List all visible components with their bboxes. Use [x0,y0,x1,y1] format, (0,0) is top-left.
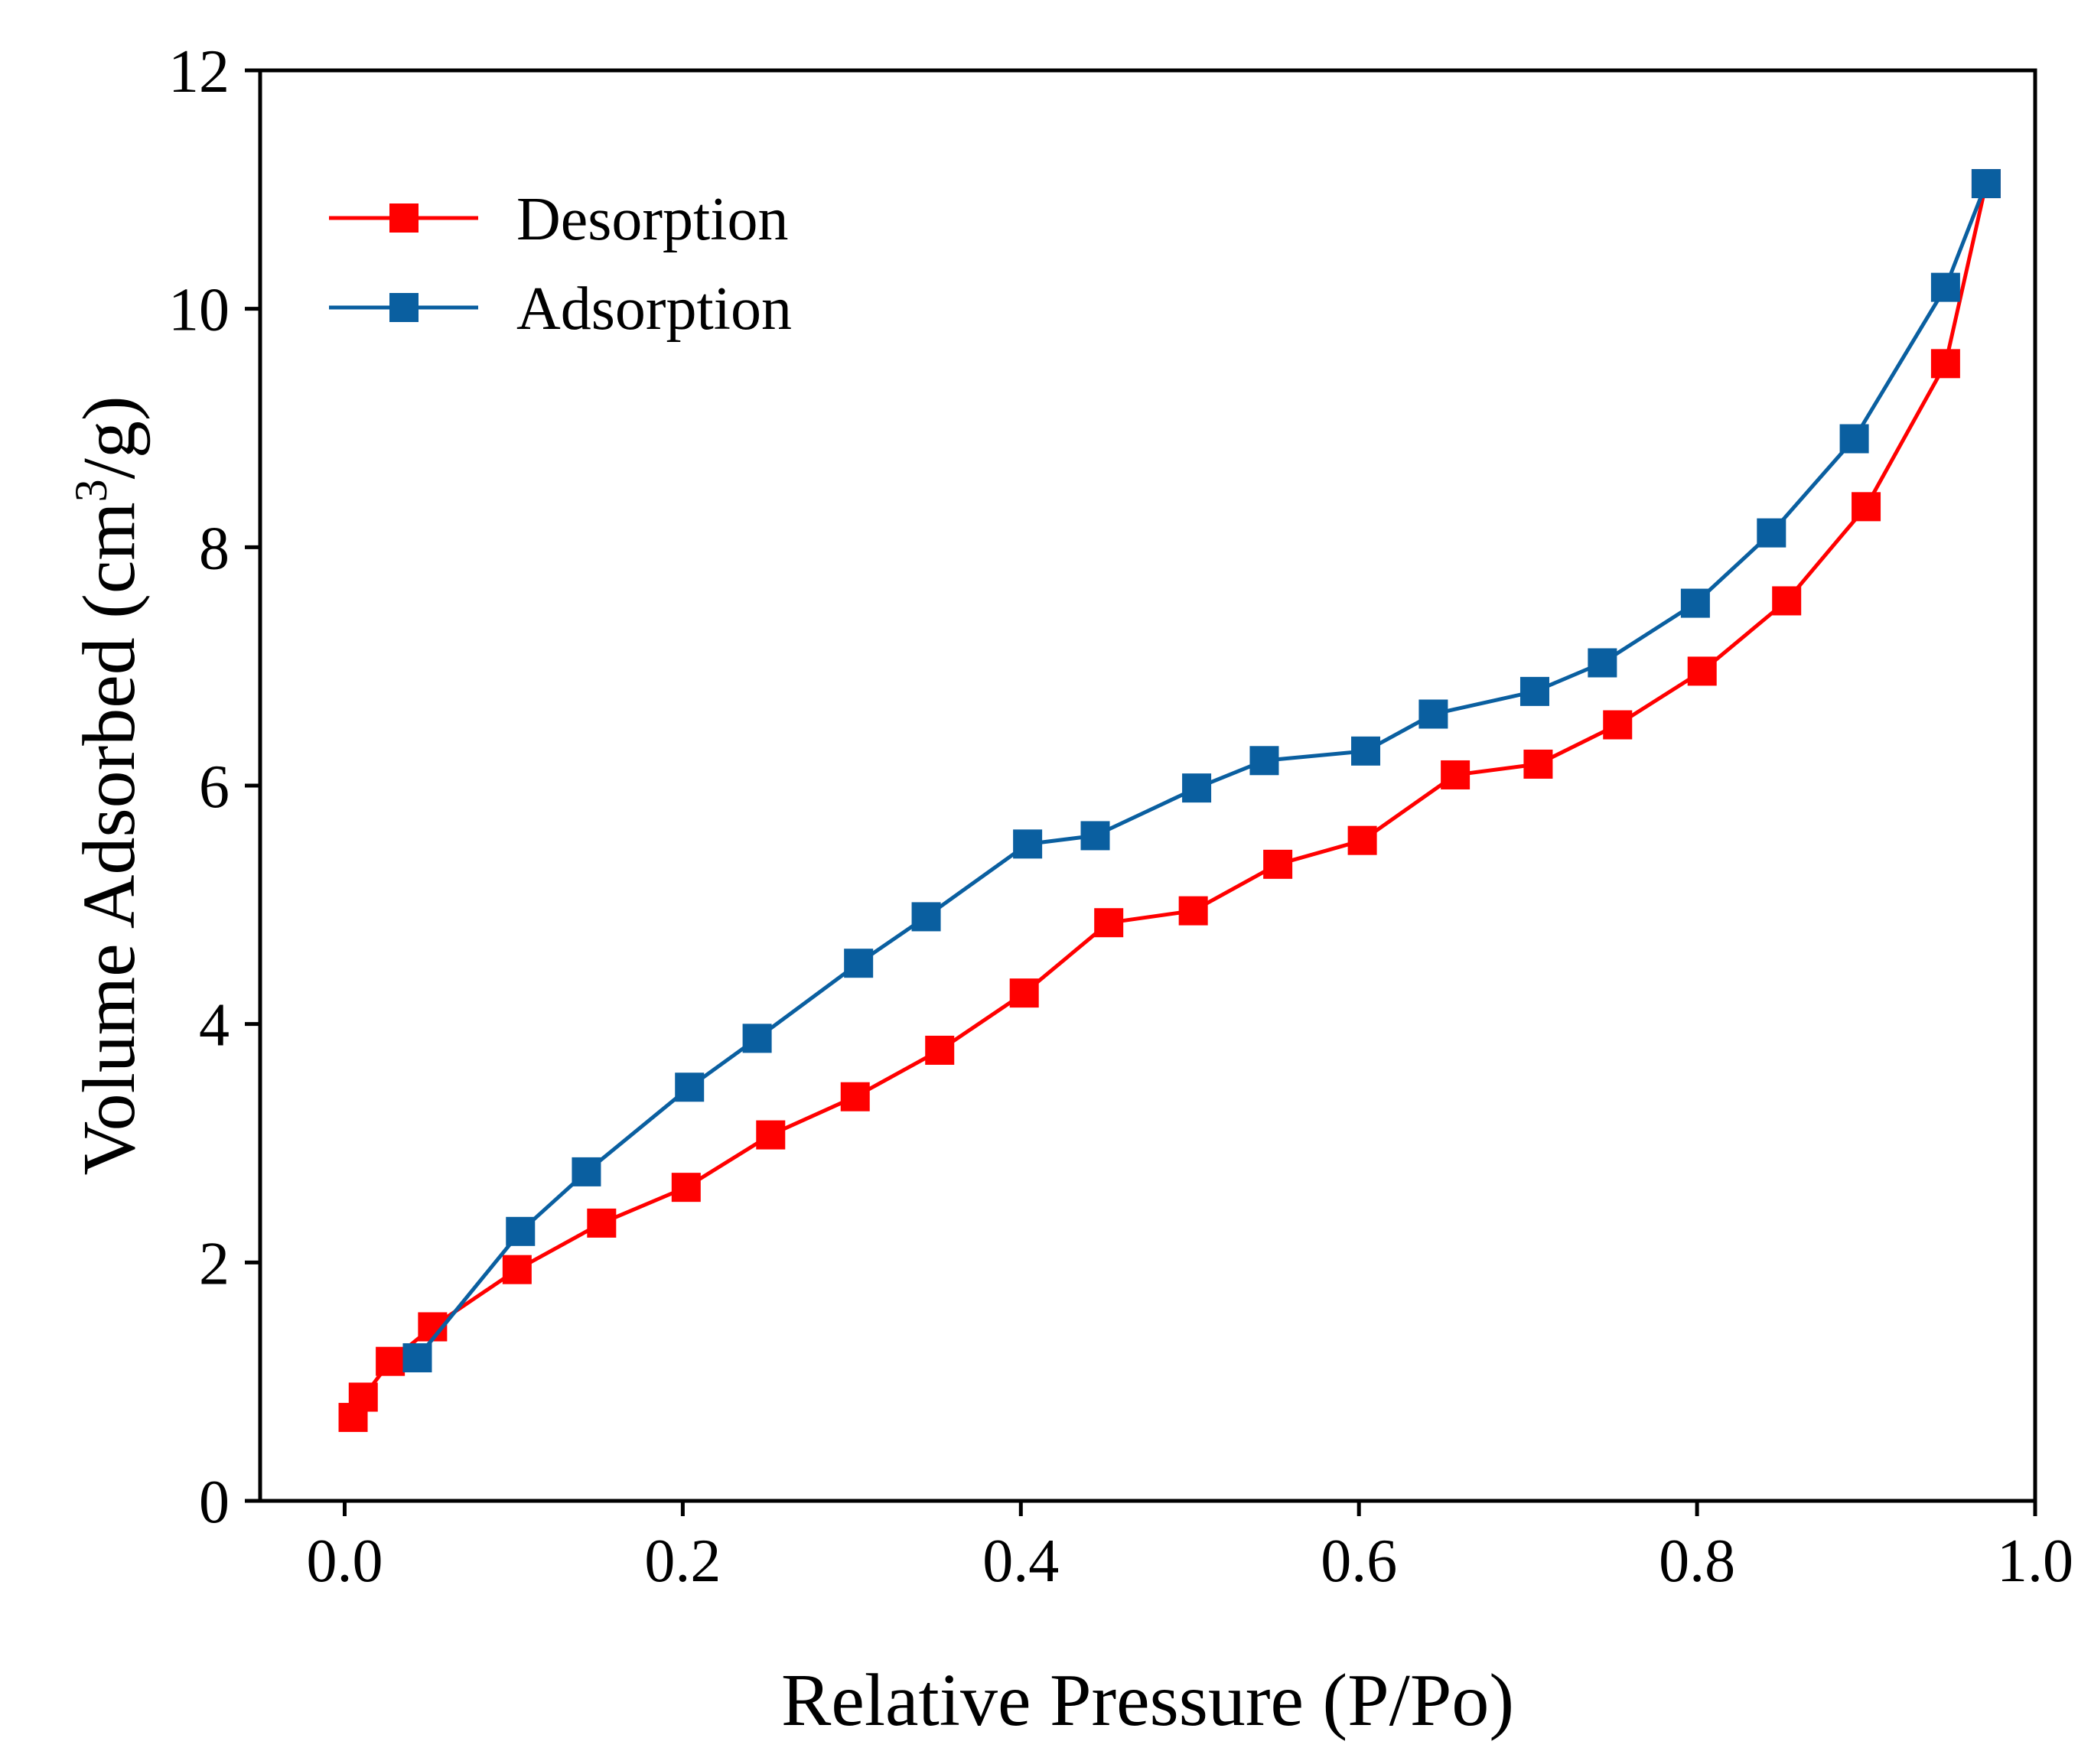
y-axis-label-main: Volume Adsorbed (cm [68,502,151,1175]
x-tick-label: 0.0 [306,1528,383,1595]
legend-label-desorption: Desorption [516,186,789,253]
data-point-adsorption [742,1024,772,1053]
data-point-desorption [1178,896,1208,926]
data-point-adsorption [675,1072,705,1102]
data-point-adsorption [1418,699,1448,729]
data-point-desorption [348,1382,378,1412]
data-point-adsorption [402,1343,432,1372]
data-point-adsorption [1839,424,1869,454]
data-point-desorption [1603,710,1633,740]
y-tick-label: 4 [199,992,230,1059]
legend-marker-adsorption [389,293,419,322]
data-point-desorption [925,1035,955,1065]
data-point-desorption [1347,825,1377,855]
x-tick-label: 0.4 [982,1528,1059,1595]
data-point-desorption [671,1173,701,1203]
data-point-desorption [1687,656,1717,686]
data-point-desorption [502,1255,532,1284]
x-tick-label: 0.6 [1321,1528,1397,1595]
data-point-adsorption [572,1157,601,1186]
y-axis-label-superscript: 3 [66,479,116,502]
data-point-desorption [1441,760,1471,789]
data-point-adsorption [506,1216,536,1246]
data-point-desorption [1930,349,1960,379]
data-point-desorption [1263,849,1293,879]
data-point-desorption [376,1346,405,1376]
data-point-adsorption [844,949,874,978]
data-point-desorption [1772,586,1802,616]
data-point-adsorption [1971,169,2001,199]
x-tick-label: 0.8 [1659,1528,1735,1595]
y-axis-label-tail: /g) [68,396,151,480]
data-point-adsorption [1249,746,1279,776]
x-tick-label: 0.2 [644,1528,721,1595]
y-tick-label: 12 [168,38,230,106]
data-point-desorption [840,1082,870,1111]
data-point-desorption [587,1208,617,1238]
data-point-adsorption [1182,773,1212,803]
data-point-desorption [1523,749,1553,779]
series-adsorption [402,169,2001,1372]
y-axis-label: Volume Adsorbed (cm3/g) [66,396,151,1176]
data-point-desorption [1009,978,1039,1008]
data-point-adsorption [1757,518,1786,548]
x-tick-label: 1.0 [1997,1528,2073,1595]
data-point-desorption [1094,908,1124,938]
y-tick-label: 8 [199,515,230,582]
data-point-desorption [756,1120,786,1150]
x-axis-label: Relative Pressure (P/Po) [781,1659,1514,1742]
data-point-adsorption [1080,821,1110,851]
y-tick-label: 0 [199,1469,230,1536]
data-point-adsorption [1588,648,1617,678]
data-point-adsorption [1519,676,1549,706]
legend: Desorption Adsorption [329,186,792,343]
y-tick-label: 2 [199,1230,230,1297]
legend-label-adsorption: Adsorption [516,275,792,343]
data-point-desorption [1852,492,1881,522]
data-point-adsorption [1351,736,1381,766]
data-point-adsorption [911,902,941,932]
data-point-adsorption [1013,829,1043,859]
legend-marker-desorption [389,203,419,233]
series-desorption [338,169,2001,1432]
series-layer [338,169,2001,1432]
y-tick-label: 10 [168,277,230,344]
ticks-layer: 0.0 0.2 0.4 0.6 0.8 1.0 0 2 4 6 8 10 12 [168,38,2073,1595]
data-point-adsorption [1930,272,1960,302]
data-point-adsorption [1680,588,1710,618]
y-tick-label: 6 [199,753,230,821]
